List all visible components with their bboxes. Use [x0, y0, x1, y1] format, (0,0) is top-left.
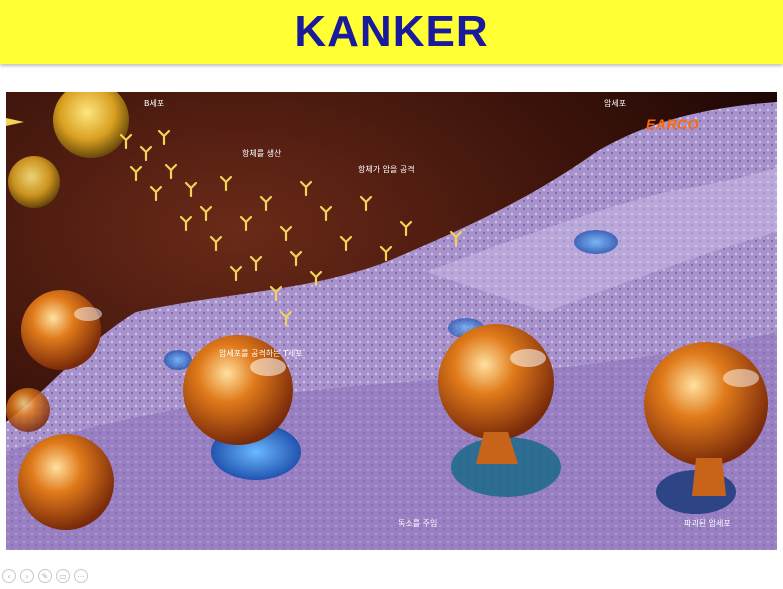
t-cell: [21, 290, 101, 370]
illustration-graphic: [6, 92, 777, 550]
t-cell: [6, 388, 50, 432]
cell-nucleus: [164, 350, 192, 370]
label-cancer-cell: 암세포: [604, 99, 627, 108]
prev-icon[interactable]: ‹: [2, 569, 16, 583]
pointer-marker: [6, 118, 24, 126]
cell-highlight: [74, 307, 102, 321]
slides-icon[interactable]: ▭: [56, 569, 70, 583]
cell-highlight: [510, 349, 546, 367]
cell-highlight: [723, 369, 759, 387]
b-cell: [8, 156, 60, 208]
slide-nav-bar: ‹ › ✎ ▭ ⋯: [2, 569, 88, 585]
t-cell: [644, 342, 768, 466]
t-cell: [18, 434, 114, 530]
pen-icon[interactable]: ✎: [38, 569, 52, 583]
tissue-shade: [6, 332, 777, 550]
cell-nucleus: [451, 437, 561, 497]
label-antibody-attack: 항체가 암을 공격: [358, 165, 415, 174]
antibodies: [119, 129, 463, 327]
publisher-logo: EARCO: [646, 116, 700, 132]
next-icon[interactable]: ›: [20, 569, 34, 583]
cancer-immune-illustration: B세포 암세포 항체를 생산 항체가 암을 공격 암세포를 공격하는 T세포 독…: [6, 92, 777, 550]
t-cell-stalk: [692, 458, 726, 496]
label-b-cell: B세포: [144, 99, 165, 108]
label-t-cell-attack: 암세포를 공격하는 T세포: [219, 349, 303, 358]
b-cell: [53, 92, 129, 158]
slide-title: KANKER: [294, 7, 489, 56]
label-destroyed-cancer: 파괴된 암세포: [684, 519, 731, 528]
t-cell: [438, 324, 554, 440]
cell-nucleus: [574, 230, 618, 254]
cell-highlight: [250, 358, 286, 376]
t-cell-stalk: [476, 432, 518, 464]
title-bar: KANKER: [0, 0, 783, 64]
label-antibody-production: 항체를 생산: [242, 149, 282, 158]
more-icon[interactable]: ⋯: [74, 569, 88, 583]
label-toxin-injection: 독소를 주입: [398, 519, 438, 528]
